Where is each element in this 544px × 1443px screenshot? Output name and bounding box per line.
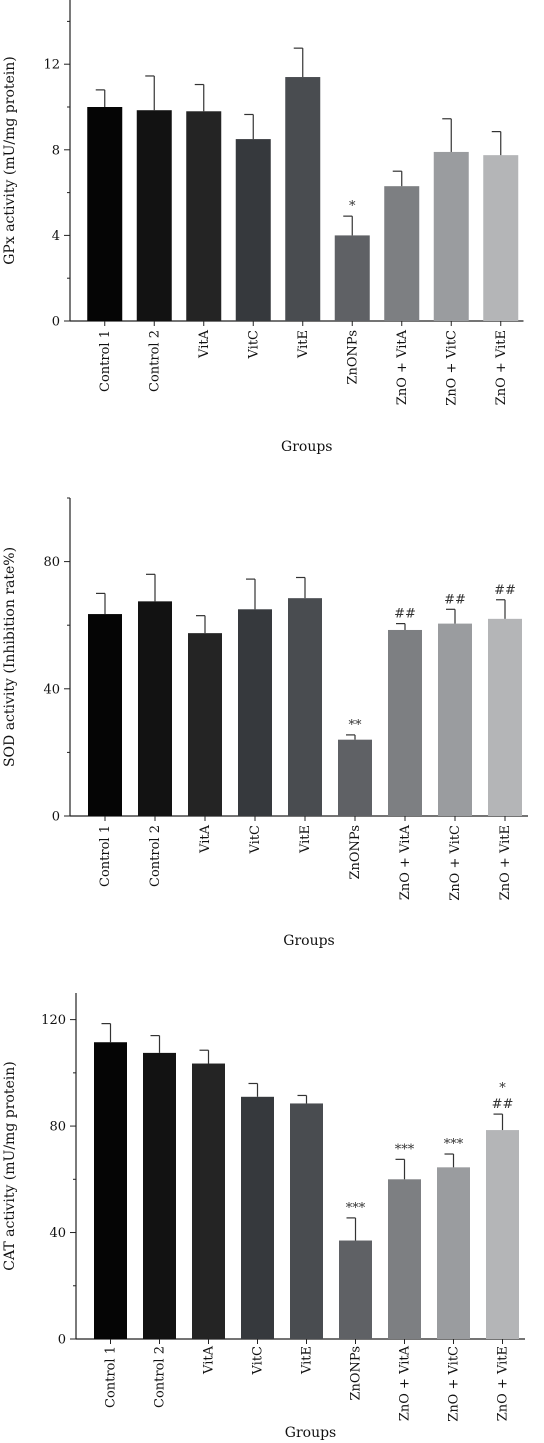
panel-2-x-tick-label: ZnO + VitA — [398, 824, 413, 900]
panel-1-x-tick-label: Control 1 — [98, 330, 113, 392]
panel-3-y-axis-title: CAT activity (mU/mg protein) — [2, 1061, 18, 1270]
panel-3-y-tick-label: 0 — [58, 1333, 66, 1348]
panel-3-bar — [437, 1167, 470, 1339]
panel-3-x-tick-label: ZnO + VitC — [447, 1346, 462, 1422]
panel-2-x-tick-label: VitC — [248, 825, 263, 855]
panel-1-x-tick-label: ZnO + VitC — [444, 330, 459, 406]
panel-3-bar — [94, 1042, 127, 1339]
panel-2-bar — [438, 623, 472, 816]
panel-2-y-tick-label: 0 — [52, 810, 60, 825]
panel-2-x-tick-label: VitA — [198, 824, 213, 854]
panel-1-x-tick-label: Control 2 — [147, 330, 162, 392]
panel-3-significance-label: ## — [492, 1097, 514, 1112]
panel-1-x-axis-title: Groups — [281, 439, 332, 455]
panel-2-x-tick-label: VitE — [298, 825, 313, 854]
panel-3-x-tick-label: ZnO + VitE — [496, 1346, 511, 1421]
panel-2-significance-label: ## — [394, 607, 416, 622]
panel-3-x-axis-title: Groups — [285, 1425, 336, 1441]
panel-3-bar — [241, 1096, 274, 1339]
panel-1-bar — [136, 110, 172, 322]
panel-1-x-tick-label: VitA — [197, 329, 212, 359]
panel-2-bar — [188, 633, 222, 816]
panel-3-significance-label: * — [499, 1081, 506, 1096]
panel-2-x-axis-title: Groups — [283, 933, 334, 949]
panel-3-significance-label: *** — [395, 1142, 415, 1157]
panel-2-significance-label: ** — [349, 718, 363, 733]
panel-2-bar — [388, 629, 422, 816]
panel-1-x-tick-label: ZnONPs — [345, 330, 360, 385]
panel-1-bar — [483, 155, 519, 321]
panel-1-y-axis-title: GPx activity (mU/mg protein) — [2, 56, 18, 265]
panel-2-y-tick-label: 80 — [43, 555, 60, 570]
panel-2-bar — [88, 614, 122, 816]
panel-1-bar — [186, 111, 222, 321]
panel-1-x-tick-label: ZnO + VitA — [395, 329, 410, 405]
panel-1-y-tick-label: 0 — [52, 315, 60, 330]
panel-2-x-tick-label: ZnONPs — [348, 825, 363, 880]
panel-2-significance-label: ## — [494, 583, 516, 598]
panel-2-bar — [488, 618, 522, 816]
panel-3-x-tick-label: VitC — [251, 1346, 266, 1376]
panel-3-x-tick-label: ZnO + VitA — [398, 1345, 413, 1421]
panel-1-bar — [87, 107, 123, 321]
panel-1-x-tick-label: VitC — [246, 330, 261, 360]
panel-3-significance-label: *** — [444, 1137, 464, 1152]
panel-3-x-tick-label: ZnONPs — [349, 1346, 364, 1401]
panel-3-significance-label: *** — [346, 1201, 366, 1216]
panel-3-x-tick-label: Control 1 — [104, 1346, 119, 1408]
panel-2-bar — [338, 739, 372, 816]
panel-2-bar — [138, 601, 172, 816]
panel-3-y-tick-label: 40 — [49, 1226, 66, 1241]
panel-3-bar — [192, 1063, 225, 1339]
panel-2-x-tick-label: Control 1 — [98, 825, 113, 887]
panel-3-bar — [388, 1179, 421, 1339]
panel-2-bar — [288, 598, 322, 816]
panel-3-x-tick-label: VitE — [300, 1346, 315, 1375]
panel-2-y-axis-title: SOD activity (Inhibition rate%) — [2, 547, 18, 767]
panel-1-x-tick-label: ZnO + VitE — [494, 330, 509, 405]
panel-3-bar — [143, 1052, 176, 1339]
panel-3-bar — [339, 1240, 372, 1339]
panel-2-significance-label: ## — [444, 592, 466, 607]
panel-2-x-tick-label: Control 2 — [148, 825, 163, 887]
panel-1-y-tick-label: 4 — [52, 229, 60, 244]
panel-1-bar — [235, 139, 271, 321]
panel-3-x-tick-label: Control 2 — [153, 1346, 168, 1408]
panel-3-bar — [290, 1103, 323, 1339]
panel-3-y-tick-label: 120 — [41, 1013, 66, 1028]
panel-1-bar — [384, 186, 420, 321]
panel-2-bar — [238, 609, 272, 816]
panel-1-bar — [433, 151, 469, 321]
panel-1-y-tick-label: 12 — [43, 58, 60, 73]
panel-3-x-tick-label: VitA — [202, 1345, 217, 1375]
panel-1-significance-label: * — [349, 199, 356, 214]
panel-2-x-tick-label: ZnO + VitC — [448, 825, 463, 901]
panel-1-x-tick-label: VitE — [296, 330, 311, 359]
panel-2-y-tick-label: 40 — [43, 682, 60, 697]
panel-1-bar — [285, 77, 321, 321]
panel-1-y-tick-label: 8 — [52, 143, 60, 158]
panel-2-x-tick-label: ZnO + VitE — [498, 825, 513, 900]
panel-3-y-tick-label: 80 — [49, 1120, 66, 1135]
panel-3-bar — [486, 1130, 519, 1339]
panel-1-bar — [334, 235, 370, 321]
